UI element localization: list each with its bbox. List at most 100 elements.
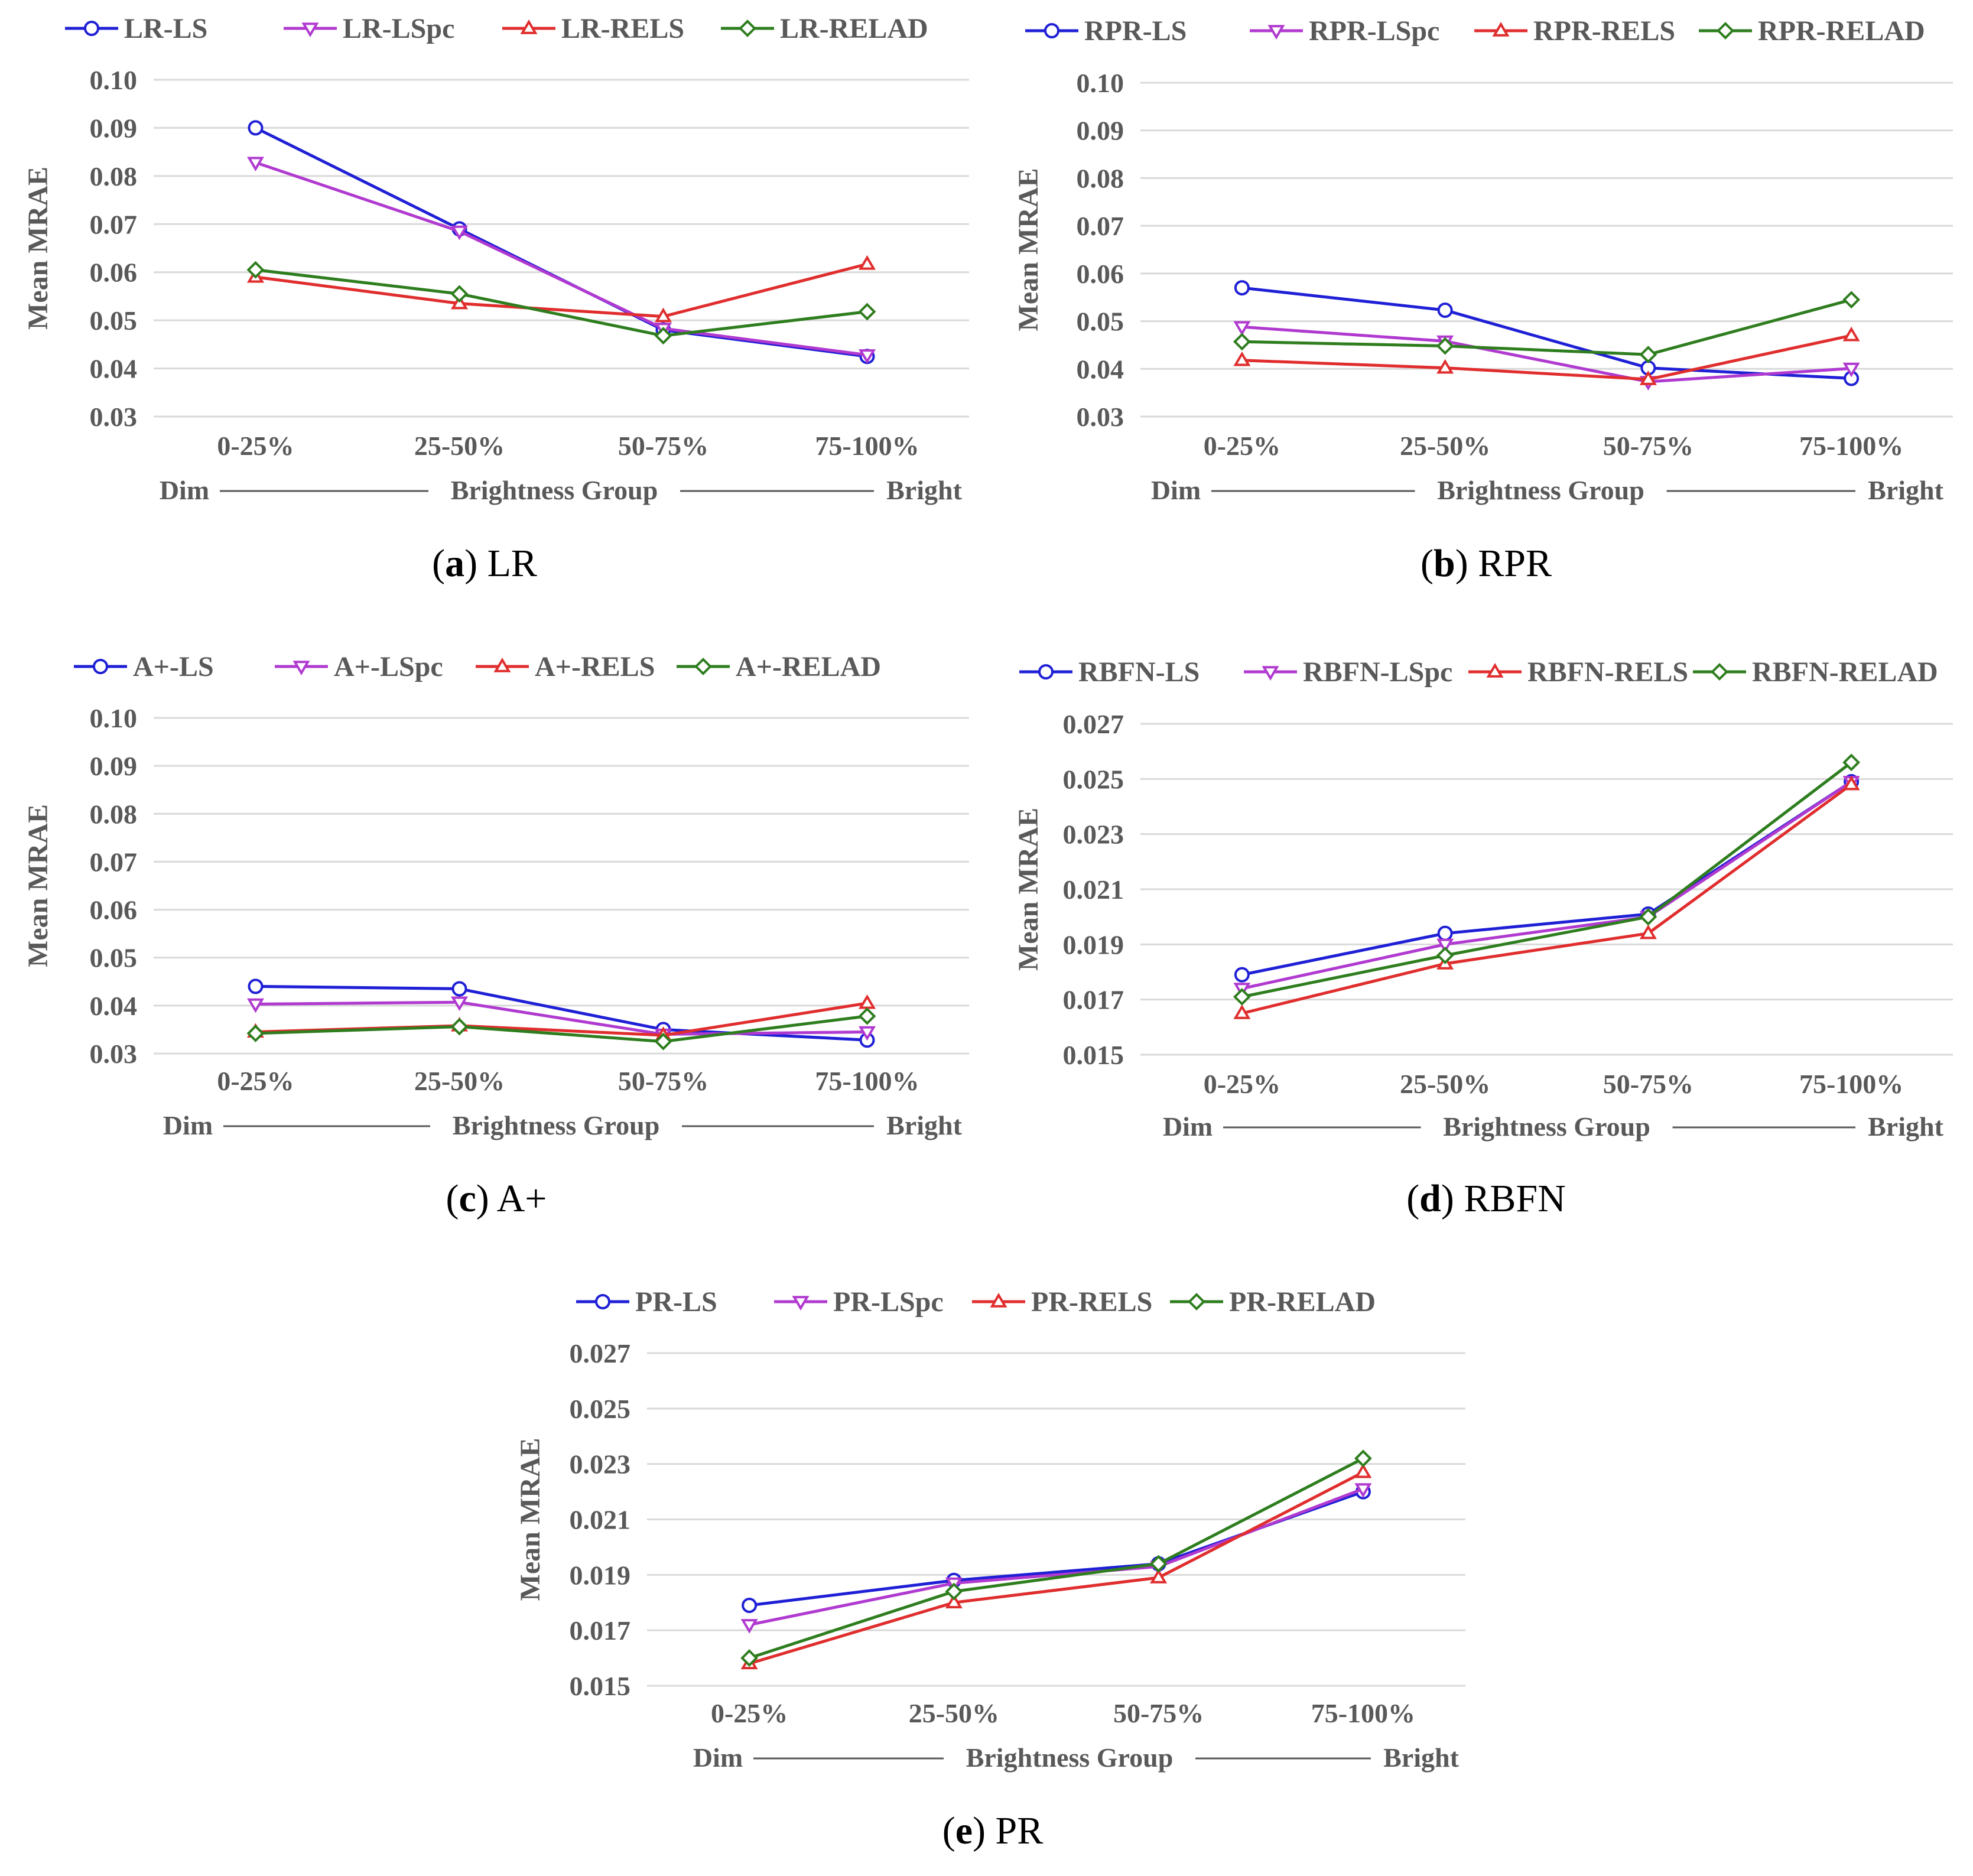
series-line-lspc <box>1241 325 1852 383</box>
legend-marker-icon <box>493 658 511 672</box>
legend-marker-icon <box>1188 1293 1205 1311</box>
legend-item-ls: LR-LS <box>65 13 207 44</box>
legend-marker-icon <box>739 19 756 37</box>
y-tick-label: 0.023 <box>570 1449 631 1480</box>
y-tick-label: 0.021 <box>570 1505 631 1535</box>
data-point-rels <box>1842 775 1860 791</box>
data-point-lspc <box>247 157 264 172</box>
panel-caption: (c) A+ <box>446 1177 547 1220</box>
chart-panel-e: 0.015 0.017 0.019 0.021 0.023 0.025 0.027 Mean … <box>515 1286 1465 1852</box>
series-line-ls <box>1241 286 1852 380</box>
y-tick-label: 0.10 <box>90 65 138 95</box>
data-point-relad <box>1842 291 1861 309</box>
series-line-lspc <box>749 1487 1364 1627</box>
series-line-ls <box>255 984 867 1042</box>
legend-marker-icon <box>1711 663 1728 681</box>
x-tick-label: 0-25% <box>217 431 294 461</box>
data-point-relad <box>740 1649 759 1667</box>
x-tick-label: 25-50% <box>1400 431 1490 461</box>
y-tick-label: 0.10 <box>1077 68 1124 98</box>
legend-item-rels: RPR-RELS <box>1474 15 1675 47</box>
y-tick-label: 0.05 <box>1077 307 1124 337</box>
legend-label: PR-RELS <box>1031 1286 1152 1318</box>
legend-label: A+-LS <box>133 651 214 682</box>
data-point-lspc <box>247 998 264 1013</box>
chart-panel-b: 0.03 0.04 0.05 0.06 0.07 0.08 0.09 0.10 Mean MRA… <box>1013 15 1953 585</box>
y-tick-label: 0.019 <box>1063 929 1124 960</box>
x-axis-bright-label: Bright <box>1868 1111 1943 1142</box>
legend-label: RPR-RELS <box>1533 15 1675 47</box>
data-point-relad <box>1233 988 1251 1006</box>
panel-caption: (a) LR <box>432 542 537 585</box>
legend-label: LR-LS <box>124 13 207 44</box>
legend-marker-icon <box>520 19 538 34</box>
data-point-ls <box>1437 925 1453 941</box>
y-tick-label: 0.04 <box>90 991 138 1021</box>
legend-marker-icon <box>301 22 319 37</box>
data-point-relad <box>246 261 265 279</box>
y-tick-label: 0.04 <box>1077 354 1124 384</box>
series-line-lspc <box>255 1000 867 1036</box>
x-tick-label: 50-75% <box>1113 1698 1204 1728</box>
y-axis-label: Mean MRAE <box>22 804 54 967</box>
y-axis-label: Mean MRAE <box>22 167 54 330</box>
data-point-lspc <box>451 996 468 1012</box>
y-tick-label: 0.021 <box>1063 874 1124 905</box>
legend-marker-icon <box>1492 22 1510 37</box>
x-tick-label: 25-50% <box>414 431 505 461</box>
data-point-lspc <box>1354 1483 1372 1498</box>
data-point-rels <box>1842 326 1860 342</box>
x-axis-label: Brightness Group <box>1443 1111 1650 1142</box>
legend-item-lspc: RBFN-LSpc <box>1244 656 1452 688</box>
x-axis-bright-label: Bright <box>1383 1742 1459 1773</box>
data-point-ls <box>1234 967 1250 983</box>
data-point-relad <box>858 303 876 321</box>
y-tick-label: 0.03 <box>1077 402 1124 432</box>
y-tick-label: 0.06 <box>1077 259 1124 289</box>
chart-panel-c: 0.03 0.04 0.05 0.06 0.07 0.08 0.09 0.10 Mean MRA… <box>22 651 969 1220</box>
legend-marker-icon <box>292 661 310 675</box>
y-tick-label: 0.07 <box>1077 211 1124 241</box>
legend-item-lspc: LR-LSpc <box>284 13 454 44</box>
legend-label: RPR-LS <box>1084 15 1187 47</box>
legend-label: A+-RELAD <box>736 651 881 682</box>
y-tick-label: 0.017 <box>570 1615 631 1646</box>
legend-item-rels: RBFN-RELS <box>1468 656 1688 688</box>
legend-label: RBFN-RELS <box>1527 656 1688 688</box>
legend-marker-icon <box>1038 664 1054 679</box>
data-point-rels <box>1150 1569 1168 1584</box>
data-point-rels <box>1233 1004 1251 1019</box>
legend-item-relad: RBFN-RELAD <box>1693 656 1938 688</box>
x-tick-label: 50-75% <box>618 1066 708 1096</box>
series-line-rels <box>749 1471 1364 1665</box>
panel-caption: (b) RPR <box>1421 542 1552 585</box>
y-tick-label: 0.07 <box>90 209 138 239</box>
x-tick-label: 75-100% <box>1799 1069 1903 1099</box>
legend-marker-icon <box>595 1294 610 1309</box>
legend-label: PR-LS <box>635 1286 717 1318</box>
legend-marker-icon <box>1267 25 1285 40</box>
data-point-lspc <box>1842 362 1860 378</box>
data-point-relad <box>654 1032 672 1051</box>
legend-item-rels: LR-RELS <box>502 13 684 44</box>
data-point-rels <box>1639 370 1657 385</box>
data-point-ls <box>248 978 264 994</box>
x-axis-dim-label: Dim <box>1163 1111 1213 1142</box>
x-axis-bright-label: Bright <box>886 475 962 505</box>
legend-label: PR-RELAD <box>1229 1286 1376 1318</box>
legend-marker-icon <box>93 659 108 674</box>
x-axis-label: Brightness Group <box>451 475 658 505</box>
series-line-rels <box>255 262 868 318</box>
data-point-rels <box>859 255 876 270</box>
data-point-rels <box>1354 1463 1372 1478</box>
legend-label: LR-LSpc <box>343 13 454 44</box>
legend-item-lspc: RPR-LSpc <box>1250 15 1439 47</box>
data-point-relad <box>858 1007 876 1025</box>
legend-item-rels: A+-RELS <box>476 651 655 682</box>
data-point-relad <box>1436 947 1454 964</box>
y-axis-label: Mean MRAE <box>515 1438 546 1601</box>
x-axis-label: Brightness Group <box>966 1742 1174 1773</box>
y-axis-label: Mean MRAE <box>1013 168 1044 331</box>
data-point-rels <box>1233 351 1251 366</box>
